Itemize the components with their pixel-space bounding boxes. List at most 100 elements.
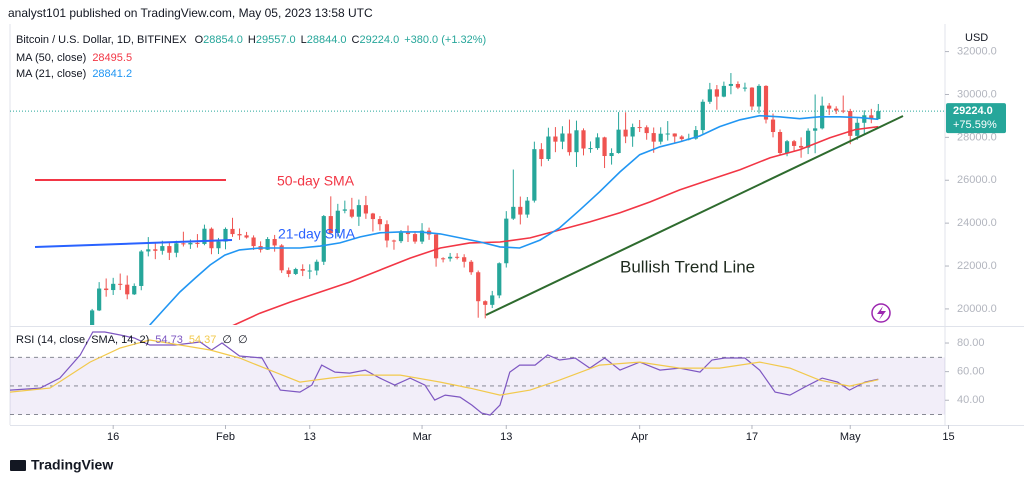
ohlc-value: +380.0 (+1.32%) bbox=[404, 34, 486, 46]
candle-body bbox=[707, 89, 712, 102]
rsi-legend: RSI (14, close, SMA, 14, 2) 54.73 54.37 ∅ ∅ bbox=[16, 334, 248, 346]
candle-body bbox=[834, 108, 839, 111]
candle-body bbox=[476, 272, 481, 302]
candle-body bbox=[195, 242, 200, 244]
annotation: Bullish Trend Line bbox=[620, 257, 755, 276]
brand: TradingView bbox=[31, 457, 113, 473]
ma-legend-row: MA (21, close) 28841.2 bbox=[16, 68, 132, 80]
candle-body bbox=[623, 129, 628, 137]
candle-body bbox=[244, 235, 249, 238]
candle-body bbox=[433, 234, 439, 259]
candle-body bbox=[377, 219, 383, 225]
y-tick-label: 30000.0 bbox=[957, 88, 997, 100]
candle-body bbox=[202, 228, 207, 244]
alert-icon[interactable] bbox=[871, 303, 891, 323]
series-line bbox=[232, 125, 879, 325]
y-tick-label: 80.00 bbox=[957, 337, 985, 349]
candle-body bbox=[251, 237, 256, 247]
candle-body bbox=[237, 234, 242, 236]
legend-value: 54.73 bbox=[155, 334, 183, 346]
x-tick-label: Apr bbox=[631, 431, 648, 443]
candle-body bbox=[111, 283, 116, 291]
x-tick-label: 13 bbox=[304, 431, 316, 443]
y-tick-label: 28000.0 bbox=[957, 131, 997, 143]
legend-name: MA (21, close) bbox=[16, 68, 86, 80]
candle-body bbox=[314, 261, 319, 271]
candle-body bbox=[813, 128, 818, 131]
symbol-title: Bitcoin / U.S. Dollar, 1D, BITFINEX bbox=[16, 34, 187, 46]
candle-body bbox=[391, 240, 397, 242]
candle-body bbox=[637, 127, 642, 129]
candle-body bbox=[848, 110, 853, 136]
candle-body bbox=[448, 256, 453, 259]
rsi-extra: ∅ bbox=[238, 334, 248, 346]
candle-body bbox=[756, 85, 762, 107]
candle-body bbox=[581, 130, 586, 149]
series-line bbox=[149, 114, 879, 325]
candle-body bbox=[595, 137, 600, 149]
candle-body bbox=[272, 239, 277, 246]
ohlc-value: 29557.0 bbox=[256, 34, 296, 46]
candle-body bbox=[546, 136, 551, 160]
candle-body bbox=[749, 87, 755, 107]
y-tick-label: 24000.0 bbox=[957, 217, 997, 229]
candle-body bbox=[609, 153, 614, 157]
annotation: 21-day SMA bbox=[278, 226, 356, 242]
ohlc-key: C bbox=[352, 34, 360, 46]
candle-body bbox=[876, 111, 881, 120]
candle-body bbox=[230, 228, 235, 235]
legend-value: 28841.2 bbox=[92, 68, 132, 80]
candle-body bbox=[279, 245, 284, 271]
candle-body bbox=[469, 261, 474, 273]
candle-body bbox=[483, 301, 488, 305]
candle-body bbox=[841, 110, 846, 112]
candle-body bbox=[118, 283, 123, 285]
candle-body bbox=[419, 230, 425, 242]
candle-body bbox=[693, 130, 698, 139]
candle-body bbox=[869, 115, 874, 120]
candle-body bbox=[602, 137, 607, 157]
candle-body bbox=[153, 249, 158, 251]
candle-body bbox=[335, 210, 340, 234]
candle-body bbox=[342, 209, 347, 211]
axis-title: USD bbox=[965, 32, 988, 44]
candle-body bbox=[398, 232, 404, 242]
y-tick-label: 60.00 bbox=[957, 366, 985, 378]
candle-body bbox=[763, 85, 769, 120]
y-tick-label: 32000.0 bbox=[957, 45, 997, 57]
ohlc-value: 29224.0 bbox=[359, 34, 399, 46]
candle-body bbox=[770, 119, 776, 133]
alert-icon-glyph bbox=[877, 306, 886, 320]
candle-body bbox=[791, 141, 797, 146]
candle-body bbox=[412, 234, 418, 242]
annotation: 50-day SMA bbox=[277, 173, 355, 189]
candle-body bbox=[441, 258, 446, 260]
candle-body bbox=[588, 148, 593, 150]
candle-body bbox=[798, 145, 804, 148]
candle-body bbox=[370, 213, 376, 220]
candle-body bbox=[574, 130, 579, 153]
candle-body bbox=[735, 83, 741, 88]
candle-body bbox=[630, 127, 635, 137]
candle-body bbox=[307, 270, 312, 272]
price-legend: Bitcoin / U.S. Dollar, 1D, BITFINEX bbox=[16, 34, 187, 46]
candle-body bbox=[490, 295, 495, 305]
rsi-title: RSI (14, close, SMA, 14, 2) bbox=[16, 334, 149, 346]
ohlc-key: L bbox=[301, 34, 307, 46]
candle-body bbox=[553, 136, 558, 142]
candle-body bbox=[658, 133, 663, 142]
candle-body bbox=[560, 133, 565, 142]
ohlc-key: H bbox=[248, 34, 256, 46]
candle-body bbox=[328, 216, 333, 234]
ohlc-legend: O28854.0 H29557.0 L28844.0 C29224.0 +380.0 (… bbox=[195, 34, 487, 46]
legend-value: 54.37 bbox=[189, 334, 217, 346]
ohlc-key: O bbox=[195, 34, 204, 46]
candle-body bbox=[300, 269, 305, 271]
x-tick-label: May bbox=[840, 431, 861, 443]
y-tick-label: 20000.0 bbox=[957, 303, 997, 315]
axes: USD 20000.0 22000.0 24000.0 26000.0 28000.0 30… bbox=[107, 32, 1006, 443]
candle-body bbox=[363, 205, 368, 214]
y-tick-label: 22000.0 bbox=[957, 260, 997, 272]
y-tick-label: 26000.0 bbox=[957, 174, 997, 186]
